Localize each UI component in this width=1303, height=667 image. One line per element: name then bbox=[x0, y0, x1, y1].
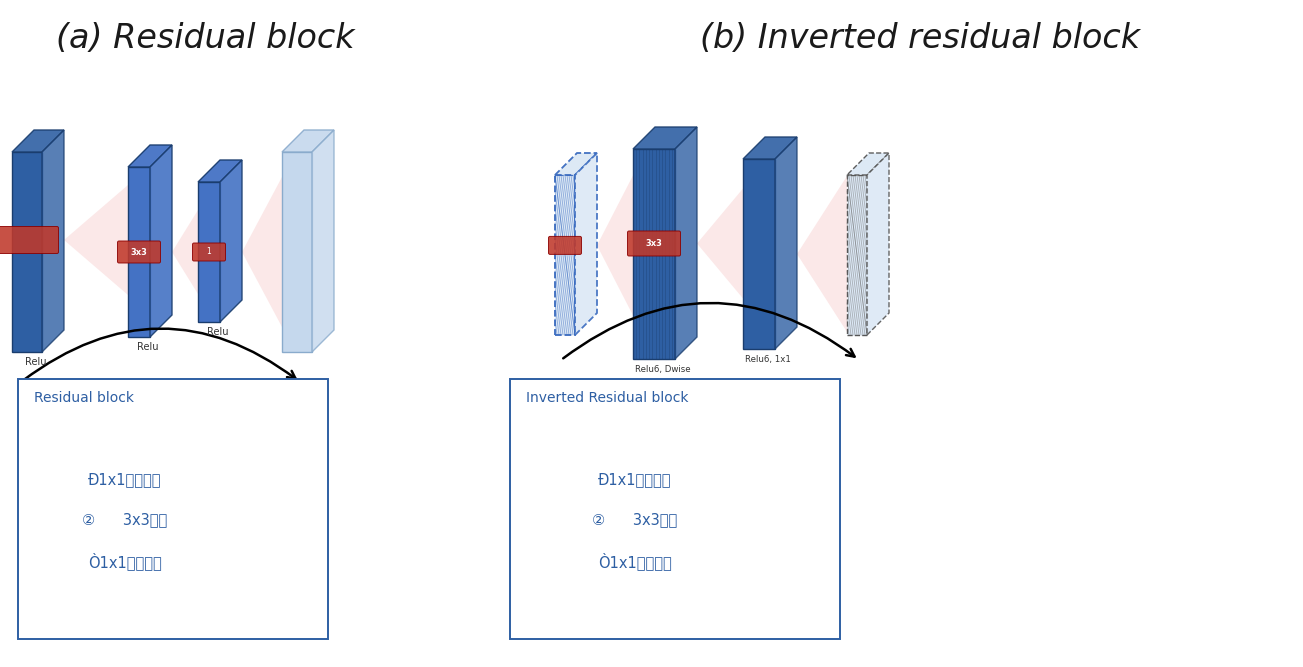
Text: Residual block: Residual block bbox=[34, 391, 134, 405]
Text: (a) Residual block: (a) Residual block bbox=[56, 22, 354, 55]
Polygon shape bbox=[555, 153, 597, 175]
Polygon shape bbox=[743, 159, 775, 349]
Polygon shape bbox=[697, 189, 743, 299]
Polygon shape bbox=[775, 137, 797, 349]
Text: 1: 1 bbox=[207, 247, 211, 257]
Text: Inverted Residual block: Inverted Residual block bbox=[526, 391, 688, 405]
Polygon shape bbox=[575, 153, 597, 335]
FancyBboxPatch shape bbox=[117, 241, 160, 263]
Text: ②      3x3卷积: ② 3x3卷积 bbox=[82, 512, 168, 527]
Polygon shape bbox=[42, 130, 64, 352]
Text: Ð1x1卷积升维: Ð1x1卷积升维 bbox=[598, 472, 672, 487]
Text: Ò1x1卷积升维: Ò1x1卷积升维 bbox=[89, 552, 162, 570]
Polygon shape bbox=[281, 130, 334, 152]
FancyArrowPatch shape bbox=[563, 303, 855, 358]
Polygon shape bbox=[311, 130, 334, 352]
Text: Ò1x1卷积降维: Ò1x1卷积降维 bbox=[598, 552, 672, 570]
Polygon shape bbox=[198, 182, 220, 322]
Text: Relu6, Dwise: Relu6, Dwise bbox=[635, 365, 691, 374]
Text: 3x3: 3x3 bbox=[130, 247, 147, 257]
Polygon shape bbox=[198, 160, 242, 182]
Polygon shape bbox=[128, 145, 172, 167]
Polygon shape bbox=[172, 210, 198, 294]
Text: Relu6, 1x1: Relu6, 1x1 bbox=[745, 355, 791, 364]
Text: +: + bbox=[711, 378, 731, 402]
Polygon shape bbox=[150, 145, 172, 337]
Text: Relu: Relu bbox=[25, 357, 47, 367]
Polygon shape bbox=[847, 153, 889, 175]
Polygon shape bbox=[866, 153, 889, 335]
FancyBboxPatch shape bbox=[0, 227, 59, 253]
Polygon shape bbox=[220, 160, 242, 322]
Text: 3x3: 3x3 bbox=[645, 239, 662, 248]
FancyBboxPatch shape bbox=[509, 379, 840, 639]
Polygon shape bbox=[633, 149, 675, 359]
Polygon shape bbox=[12, 152, 42, 352]
Polygon shape bbox=[242, 177, 281, 327]
Polygon shape bbox=[633, 127, 697, 149]
Polygon shape bbox=[555, 175, 575, 335]
Polygon shape bbox=[797, 176, 847, 332]
Polygon shape bbox=[12, 130, 64, 152]
FancyBboxPatch shape bbox=[549, 236, 581, 254]
Polygon shape bbox=[281, 152, 311, 352]
Polygon shape bbox=[743, 137, 797, 159]
Polygon shape bbox=[597, 175, 633, 315]
FancyArrowPatch shape bbox=[23, 329, 296, 380]
Text: ②      3x3卷积: ② 3x3卷积 bbox=[593, 512, 678, 527]
Polygon shape bbox=[847, 175, 866, 335]
Polygon shape bbox=[675, 127, 697, 359]
Text: Relu: Relu bbox=[207, 327, 228, 337]
FancyBboxPatch shape bbox=[628, 231, 680, 256]
FancyBboxPatch shape bbox=[193, 243, 225, 261]
Polygon shape bbox=[128, 167, 150, 337]
Text: (b) Inverted residual block: (b) Inverted residual block bbox=[700, 22, 1140, 55]
Text: +: + bbox=[160, 400, 180, 424]
Polygon shape bbox=[64, 185, 128, 295]
FancyBboxPatch shape bbox=[18, 379, 328, 639]
Text: Relu: Relu bbox=[137, 342, 159, 352]
Text: Ð1x1卷积降维: Ð1x1卷积降维 bbox=[89, 472, 162, 487]
